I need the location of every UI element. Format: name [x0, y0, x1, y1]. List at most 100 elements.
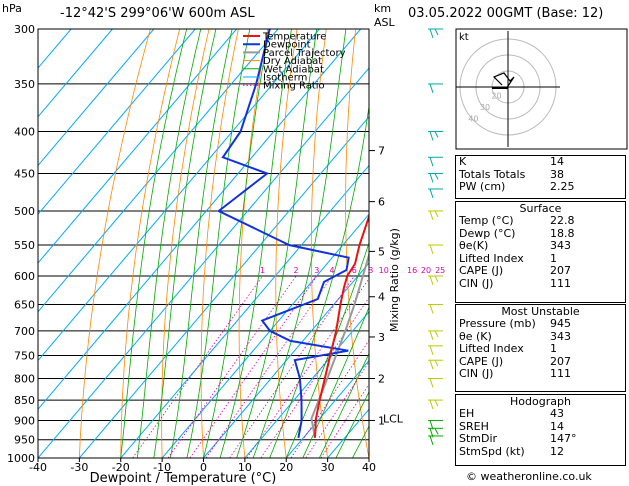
surface-value: 18.8 [550, 226, 575, 240]
hodo-value: 43 [550, 407, 564, 420]
wind-barb-flag [429, 188, 434, 199]
legend-entry: Isotherm [263, 73, 307, 84]
pressure-tick-label: 800 [14, 372, 35, 385]
indices-label: PW (cm) [459, 180, 506, 193]
hodograph-title: Hodograph [510, 395, 571, 408]
asl-label: ASL [374, 16, 395, 29]
hodo-label: StmDir [459, 432, 498, 445]
indices-row-totals: Totals Totals 38 [456, 168, 625, 182]
surface-label: θe(K) [459, 239, 489, 252]
wet-adiabat-line [170, 29, 233, 458]
wet-adiabat-line [319, 352, 369, 458]
wind-barb-flag [434, 28, 439, 36]
pressure-tick-label: 650 [14, 299, 35, 312]
legend-entry: Wet Adiabat [263, 64, 324, 75]
hodograph-table: Hodograph EH 43 SREH 14 StmDir 147° StmSpd … [455, 394, 626, 466]
mu-value: 1 [550, 342, 557, 355]
km-tick-label: 4 [378, 291, 385, 304]
dry-adiabat-line [79, 29, 151, 458]
wind-barb-flag [429, 28, 434, 39]
km-tick-label: 5 [378, 245, 385, 258]
dry-adiabat-line [345, 29, 369, 458]
wind-barb-flag [429, 275, 434, 286]
wet-adiabat-line [335, 390, 369, 458]
x-axis-label: Dewpoint / Temperature (°C) [90, 471, 277, 486]
isotherm-line [120, 164, 369, 458]
mixing-ratio-label: 1 [260, 266, 265, 275]
temperature-line [313, 213, 369, 438]
indices-label: K [459, 155, 467, 168]
mu-value: 111 [550, 367, 571, 380]
wind-barb-flag [429, 304, 434, 314]
wind-barb-flag [429, 435, 434, 446]
pressure-tick-label: 1000 [7, 452, 35, 465]
wind-barb-flag [429, 173, 434, 183]
surface-label: Temp (°C) [459, 214, 514, 227]
mu-label: CIN (J) [459, 367, 494, 380]
mu-label: θe (K) [459, 329, 492, 343]
datetime-title: 03.05.2022 00GMT (Base: 12) [408, 6, 604, 21]
wind-barb-flag [429, 244, 434, 255]
surface-value: 1 [550, 251, 557, 265]
hodograph-ring-label: 40 [468, 115, 478, 124]
wet-adiabat-line [203, 29, 270, 458]
mixing-ratio-label: 2 [294, 266, 299, 275]
mixing-ratio-label: 16 [407, 266, 417, 275]
pressure-tick-label: 450 [14, 167, 35, 180]
km-tick-label: 6 [378, 196, 385, 209]
wind-barb-flag [434, 210, 439, 218]
dry-adiabat-line [310, 29, 328, 458]
indices-table: K 14 Totals Totals 38 PW (cm) 2.25 [455, 155, 626, 199]
mu-value: 343 [550, 329, 571, 343]
surface-value: 207 [550, 264, 571, 277]
pressure-tick-label: 900 [14, 414, 35, 427]
footer-credit: © weatheronline.co.uk [466, 470, 592, 483]
isotherm-line [38, 29, 279, 313]
pressure-tick-label: 550 [14, 239, 35, 252]
wind-barb-flag [434, 275, 439, 283]
hodo-label: SREH [459, 419, 489, 433]
location-title: -12°42'S 299°06'W 600m ASL [60, 6, 255, 21]
wind-barb-flag [434, 428, 439, 435]
most-unstable-title: Most Unstable [501, 305, 580, 318]
skewt-profiles [216, 29, 369, 438]
mixing-ratio-label: 6 [352, 266, 357, 275]
legend-entry: Parcel Trajectory [263, 48, 346, 59]
km-tick-label: 2 [378, 372, 385, 385]
wet-adiabat-line [153, 29, 217, 458]
wet-adiabat-line [236, 29, 318, 458]
dry-adiabat-line [411, 29, 452, 458]
mixing-ratio-line [305, 361, 369, 458]
lcl-label: LCL [383, 412, 404, 425]
legend-entry: Mixing Ratio [263, 81, 325, 92]
isotherm-line [285, 359, 369, 458]
hodo-label: EH [459, 407, 475, 420]
mu-label: Lifted Index [459, 342, 524, 355]
pressure-unit-label: hPa [2, 2, 22, 15]
isotherm-line [203, 262, 369, 458]
mixing-ratio-label: 4 [330, 266, 335, 275]
mixing-ratio-line [205, 275, 333, 458]
wind-barb-flag [429, 210, 434, 221]
hodograph-unit-label: kt [459, 32, 469, 43]
wind-barb-flag [429, 330, 434, 341]
pressure-tick-label: 300 [14, 23, 35, 36]
temperature-tick-label: 0 [200, 461, 207, 474]
surface-label: Dewp (°C) [459, 226, 516, 240]
temperature-tick-label: 30 [321, 461, 335, 474]
pressure-tick-label: 750 [14, 349, 35, 362]
temperature-tick-label: 40 [362, 461, 376, 474]
mixing-ratio-label: 8 [368, 266, 373, 275]
wet-adiabat-line [120, 29, 188, 458]
wind-barb-flag [434, 359, 439, 367]
surface-value: 111 [550, 276, 571, 290]
skewt-axes: 1 2 3 4 6 8 10 16 20 2530035040045050055060065070… [7, 23, 445, 474]
mu-label: Pressure (mb) [459, 317, 536, 330]
km-tick-label: 3 [378, 331, 385, 344]
mixing-ratio-label: 3 [314, 266, 319, 275]
pressure-tick-label: 600 [14, 270, 35, 283]
wind-barb-flag [429, 345, 434, 356]
mixing-ratio-label: 20 [421, 266, 431, 275]
pressure-tick-label: 850 [14, 394, 35, 407]
